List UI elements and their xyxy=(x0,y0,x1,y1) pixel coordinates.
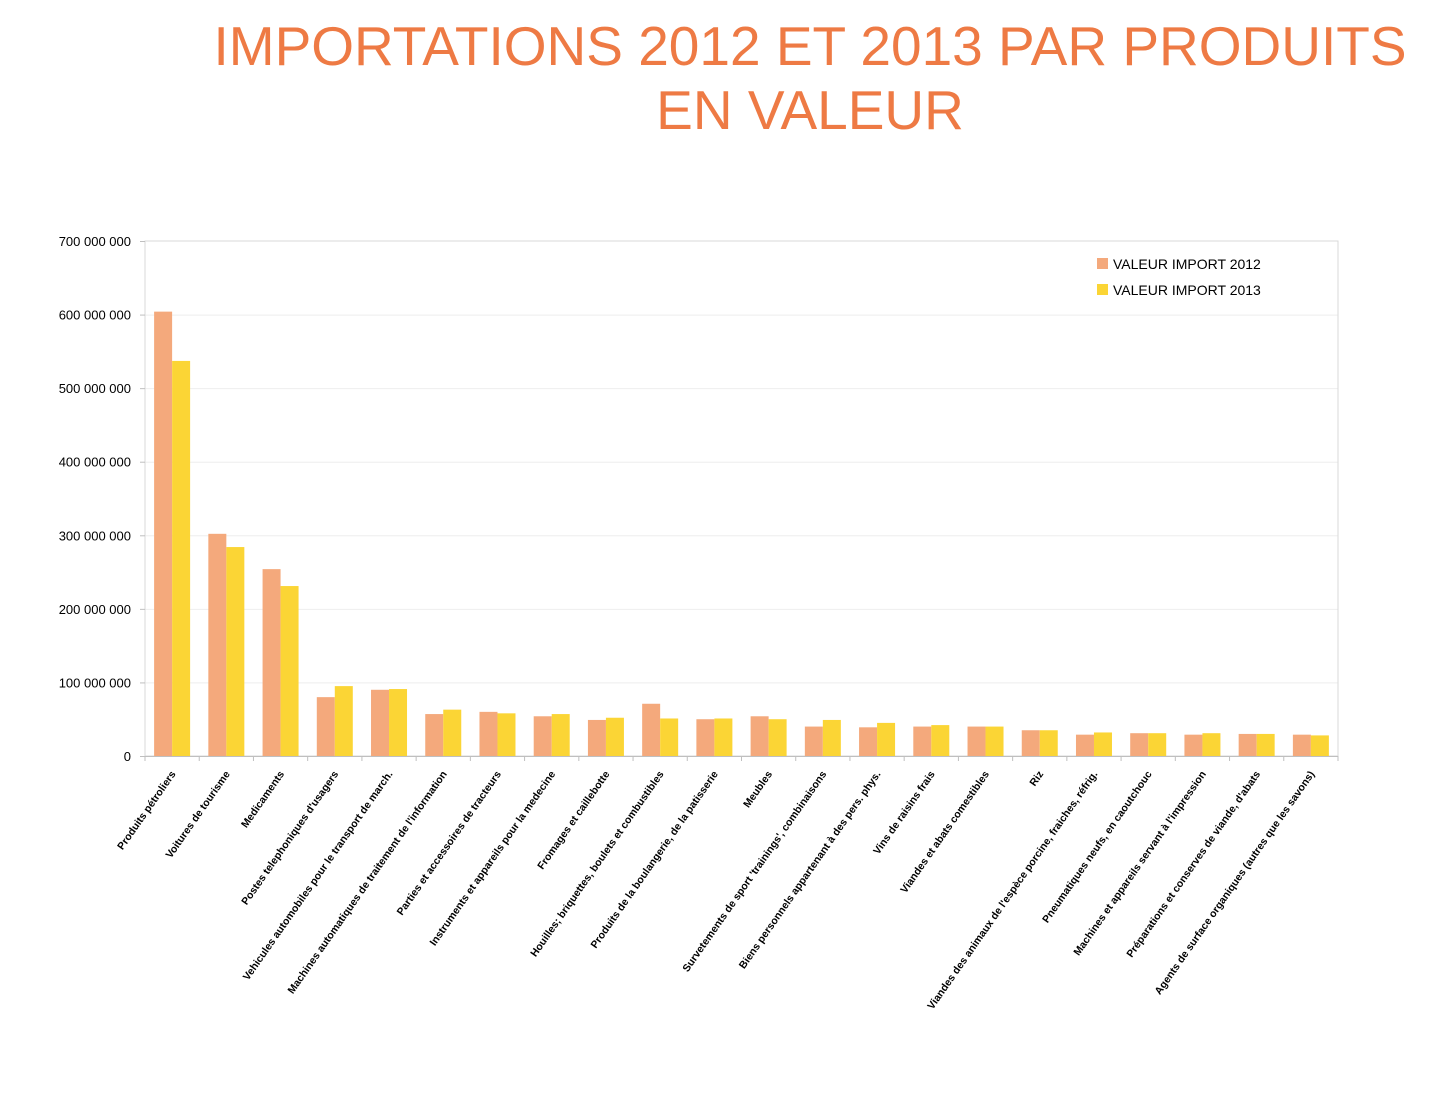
bar-2012 xyxy=(1130,733,1149,756)
bar-2012 xyxy=(316,697,335,756)
bar-2012 xyxy=(859,727,878,756)
bar-2013 xyxy=(172,360,191,756)
bar-2012 xyxy=(1021,730,1040,756)
bar-2013 xyxy=(280,586,299,756)
bar-2012 xyxy=(804,726,823,756)
x-category-label: Medicaments xyxy=(239,769,287,831)
legend-swatch xyxy=(1097,284,1108,295)
y-tick-label: 300 000 000 xyxy=(59,528,131,543)
bar-2012 xyxy=(208,533,227,756)
bar-2013 xyxy=(1202,733,1221,756)
bar-2013 xyxy=(551,714,570,756)
x-category-label: Riz xyxy=(1027,769,1046,789)
bar-2013 xyxy=(497,713,516,756)
chart-title-line-2: EN VALEUR xyxy=(656,79,964,141)
y-tick-label: 100 000 000 xyxy=(59,675,131,690)
bar-2012 xyxy=(533,716,552,756)
bar-2012 xyxy=(1184,734,1203,756)
bar-2013 xyxy=(877,722,896,756)
grid-lines xyxy=(145,314,1338,684)
bar-2013 xyxy=(334,686,353,756)
x-category-label: Produits de la boulangerie, de la patiss… xyxy=(589,769,721,951)
bar-2012 xyxy=(479,711,498,756)
y-tick-label: 700 000 000 xyxy=(59,234,131,249)
x-category-label: Meubles xyxy=(741,769,775,810)
plot-area-frame xyxy=(144,240,1339,757)
bar-2013 xyxy=(660,718,679,756)
bar-2012 xyxy=(1075,734,1094,756)
chart-title-line-1: IMPORTATIONS 2012 ET 2013 PAR PRODUITS xyxy=(213,15,1407,77)
bar-2013 xyxy=(389,689,408,756)
legend: VALEUR IMPORT 2012 VALEUR IMPORT 2013 xyxy=(1097,256,1261,298)
chart-title: IMPORTATIONS 2012 ET 2013 PAR PRODUITS E… xyxy=(100,14,1454,142)
x-category-label: Vins de raisins frais xyxy=(871,769,938,857)
bar-2012 xyxy=(913,726,932,756)
y-axis-tick-labels: 0 100 000 000 200 000 000 300 000 000 400 00… xyxy=(59,234,131,764)
x-category-label: Pneumatiques neufs, en caoutchouc xyxy=(1040,769,1155,926)
y-tick-label: 0 xyxy=(124,749,131,764)
bar-2012 xyxy=(371,689,390,756)
bar-2013 xyxy=(714,718,733,756)
legend-label: VALEUR IMPORT 2012 xyxy=(1113,256,1261,272)
bar-2012 xyxy=(1292,734,1311,756)
bar-2012 xyxy=(262,569,281,756)
bar-2013 xyxy=(1039,730,1058,756)
bar-2012 xyxy=(1238,733,1257,756)
bar-2012 xyxy=(642,703,661,756)
y-tick-label: 400 000 000 xyxy=(59,455,131,470)
bars xyxy=(154,311,1329,756)
bar-2013 xyxy=(226,547,245,756)
bar-2013 xyxy=(1093,732,1112,756)
bar-2013 xyxy=(768,719,787,756)
bar-2013 xyxy=(822,719,841,756)
y-tick-label: 200 000 000 xyxy=(59,602,131,617)
bar-2013 xyxy=(985,726,1004,756)
axes xyxy=(140,240,1339,761)
bar-2013 xyxy=(1310,735,1329,756)
legend-label: VALEUR IMPORT 2013 xyxy=(1113,282,1261,298)
x-category-label: Voitures de tourisme xyxy=(164,769,233,861)
bar-2013 xyxy=(605,717,624,756)
y-tick-label: 600 000 000 xyxy=(59,308,131,323)
x-category-label: Postes telephoniques d'usagers xyxy=(239,769,341,908)
x-category-label: Parties et accessoires de tracteurs xyxy=(395,769,504,918)
bar-2013 xyxy=(931,725,950,756)
bar-2013 xyxy=(443,709,462,756)
bar-2013 xyxy=(1256,733,1275,756)
bar-2012 xyxy=(696,719,715,756)
x-category-label: Viandes et abats comestibles xyxy=(898,769,992,896)
x-category-label: Produits pétroliers xyxy=(115,769,178,852)
bar-2012 xyxy=(967,726,986,756)
bar-2013 xyxy=(1148,733,1167,756)
y-tick-label: 500 000 000 xyxy=(59,381,131,396)
legend-swatch xyxy=(1097,258,1108,269)
bar-2012 xyxy=(750,716,769,756)
bar-2012 xyxy=(587,719,606,756)
bar-2012 xyxy=(154,311,173,756)
bar-2012 xyxy=(425,714,444,756)
